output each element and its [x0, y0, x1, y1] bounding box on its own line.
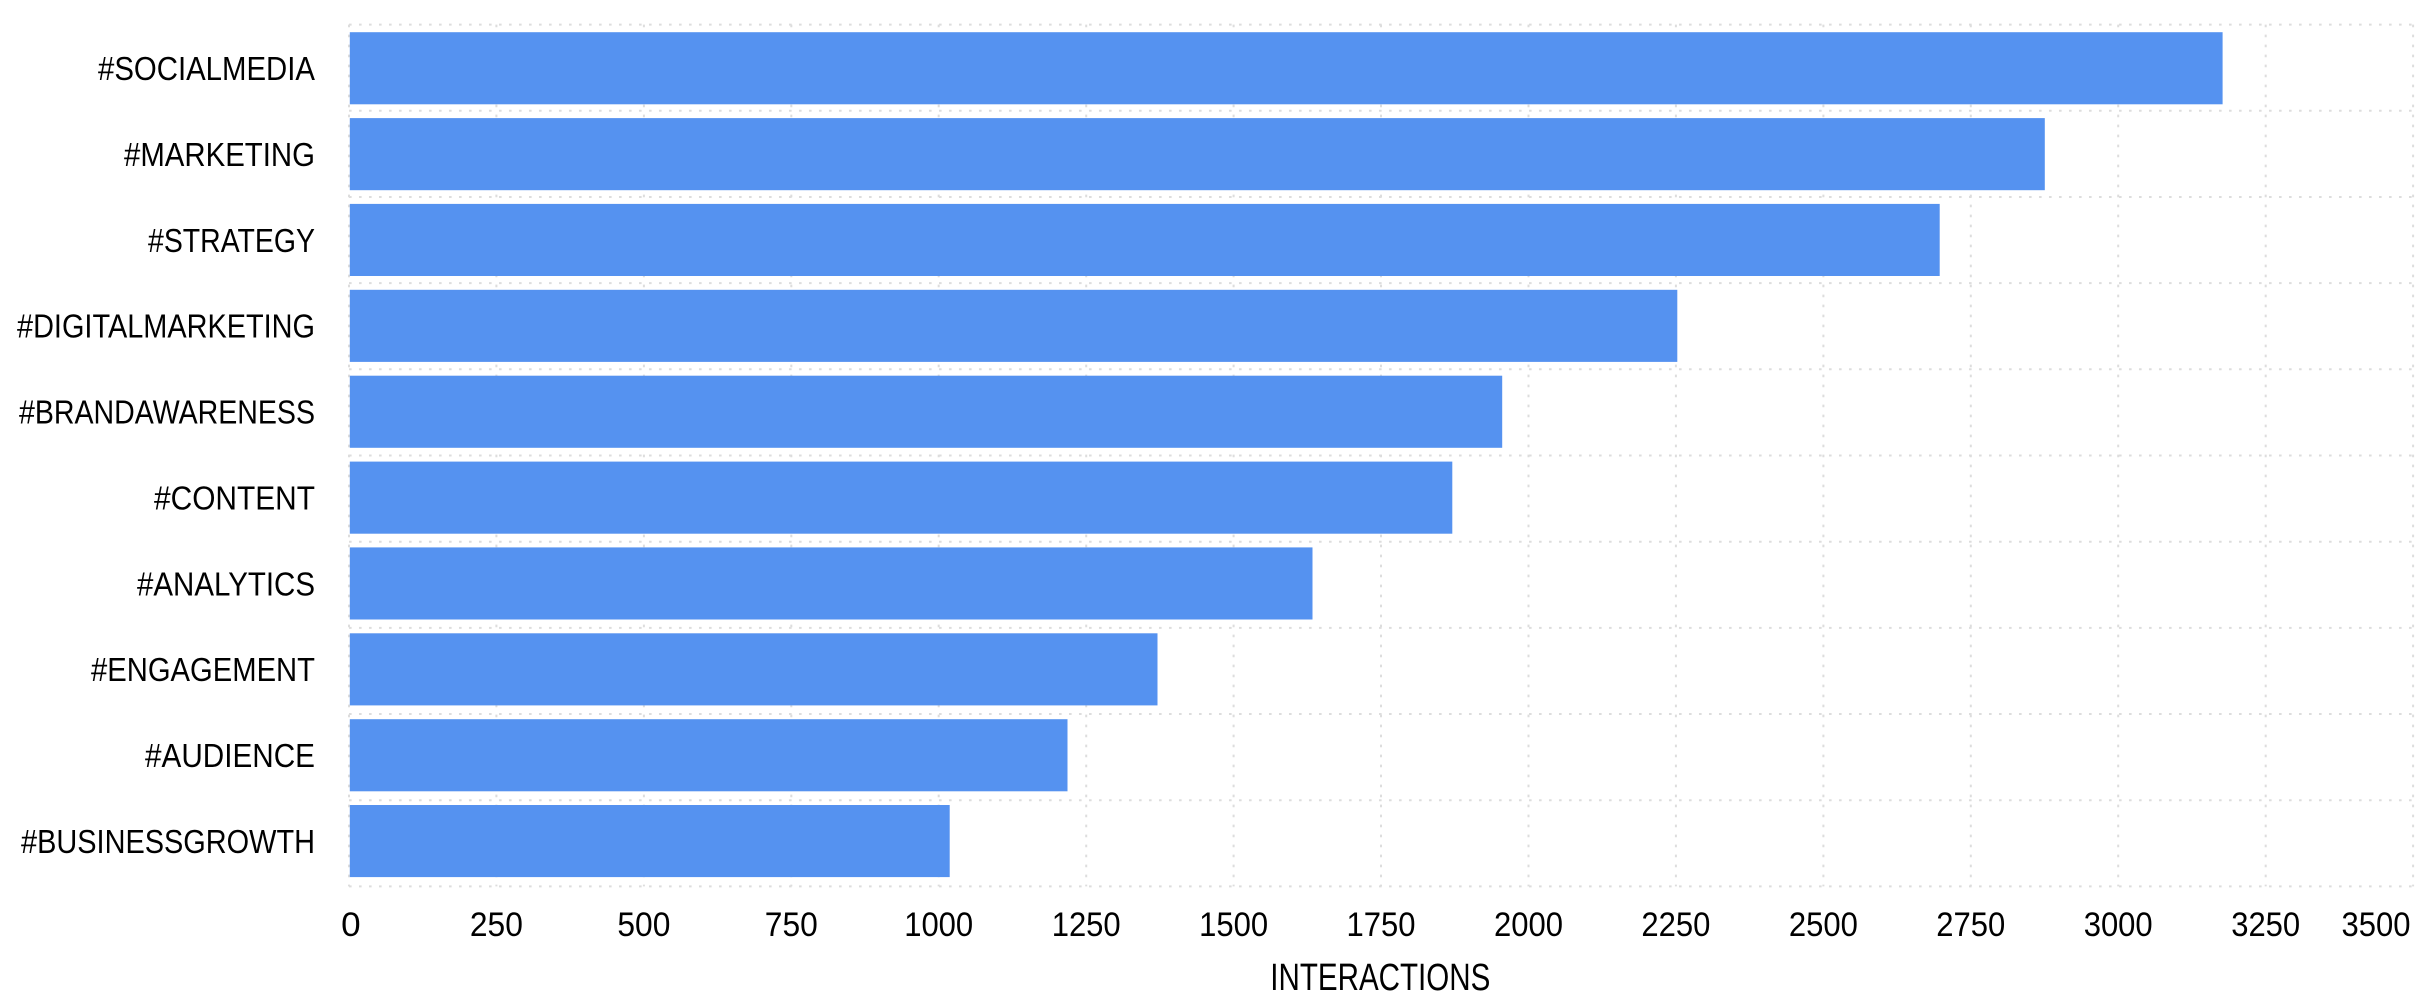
svg-text:#BUSINESSGROWTH: #BUSINESSGROWTH [21, 823, 315, 860]
svg-text:#MARKETING: #MARKETING [124, 136, 315, 173]
svg-text:2750: 2750 [1936, 906, 2005, 944]
svg-text:3000: 3000 [2084, 906, 2153, 944]
svg-text:#BRANDAWARENESS: #BRANDAWARENESS [19, 394, 315, 431]
svg-text:1250: 1250 [1052, 906, 1121, 944]
svg-text:#DIGITALMARKETING: #DIGITALMARKETING [17, 308, 315, 345]
svg-text:500: 500 [617, 906, 670, 944]
svg-text:#ANALYTICS: #ANALYTICS [137, 565, 315, 602]
svg-text:#SOCIALMEDIA: #SOCIALMEDIA [98, 50, 315, 87]
svg-text:INTERACTIONS: INTERACTIONS [1270, 957, 1490, 999]
svg-text:2000: 2000 [1494, 906, 1563, 944]
svg-text:#STRATEGY: #STRATEGY [148, 222, 315, 259]
svg-text:3500: 3500 [2342, 906, 2411, 944]
svg-text:250: 250 [470, 906, 523, 944]
svg-text:#AUDIENCE: #AUDIENCE [145, 737, 315, 774]
svg-text:#CONTENT: #CONTENT [154, 479, 315, 516]
svg-text:0: 0 [341, 906, 361, 944]
svg-text:750: 750 [765, 906, 818, 944]
svg-text:#ENGAGEMENT: #ENGAGEMENT [91, 651, 315, 688]
svg-text:3250: 3250 [2231, 906, 2300, 944]
svg-text:1750: 1750 [1347, 906, 1416, 944]
svg-text:2250: 2250 [1641, 906, 1710, 944]
svg-text:1500: 1500 [1199, 906, 1268, 944]
svg-text:2500: 2500 [1789, 906, 1858, 944]
svg-text:1000: 1000 [904, 906, 973, 944]
